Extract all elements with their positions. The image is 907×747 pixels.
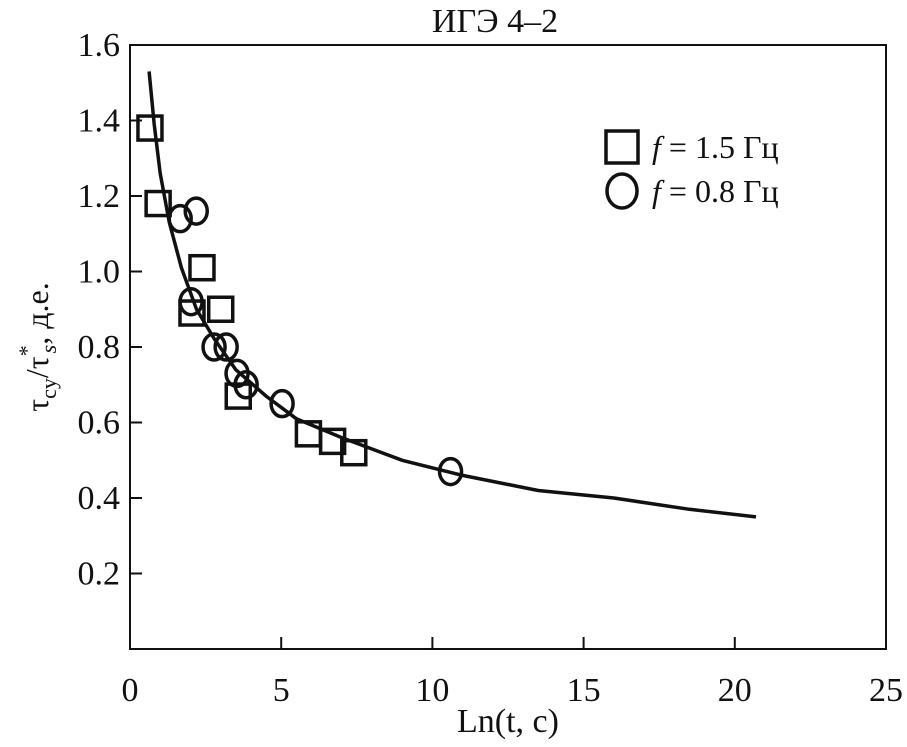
circle-point <box>183 196 209 226</box>
legend-label-2: f = 0.8 Гц <box>652 173 779 209</box>
square-point <box>340 438 368 467</box>
x-axis: 0 5 10 15 20 25 <box>122 637 903 709</box>
legend-square-marker <box>604 129 640 165</box>
legend: f = 1.5 Гц f = 0.8 Гц <box>604 129 779 210</box>
circle-point <box>437 456 464 487</box>
x-tick-label: 10 <box>415 672 449 709</box>
y-tick-label: 1.6 <box>78 27 121 64</box>
y-tick-label: 0.6 <box>78 405 121 442</box>
x-axis-label: Ln(t, c) <box>457 703 559 740</box>
y-tick-label: 0.2 <box>78 556 121 593</box>
x-tick-label: 20 <box>718 672 752 709</box>
fit-curve <box>147 71 757 519</box>
circle-point <box>201 332 227 362</box>
chart-title: ИГЭ 4–2 <box>432 3 558 40</box>
legend-circle-marker <box>605 172 639 210</box>
circle-point <box>269 388 295 419</box>
circle-point <box>213 332 239 362</box>
y-tick-label: 1.0 <box>78 254 121 291</box>
x-tick-label: 15 <box>567 672 601 709</box>
y-axis: 0.2 0.4 0.6 0.8 1.0 1.2 1.4 1.6 <box>78 27 142 593</box>
y-tick-label: 0.4 <box>78 480 121 517</box>
square-point <box>206 295 235 323</box>
x-tick-label: 0 <box>122 672 139 709</box>
x-tick-label: 25 <box>869 672 903 709</box>
square-point <box>178 299 206 327</box>
square-point <box>188 253 216 282</box>
y-tick-label: 0.8 <box>78 329 121 366</box>
y-axis-label: τcy/τ*s, д.е. <box>14 282 61 411</box>
y-tick-label: 1.4 <box>78 103 121 140</box>
data-points <box>136 114 464 487</box>
circle-point <box>178 286 204 317</box>
y-tick-label: 1.2 <box>78 178 121 215</box>
square-point <box>144 189 172 218</box>
circle-point <box>233 370 259 400</box>
legend-label-1: f = 1.5 Гц <box>652 129 779 165</box>
circle-point <box>167 203 193 234</box>
x-tick-label: 5 <box>273 672 290 709</box>
square-point <box>136 114 164 142</box>
